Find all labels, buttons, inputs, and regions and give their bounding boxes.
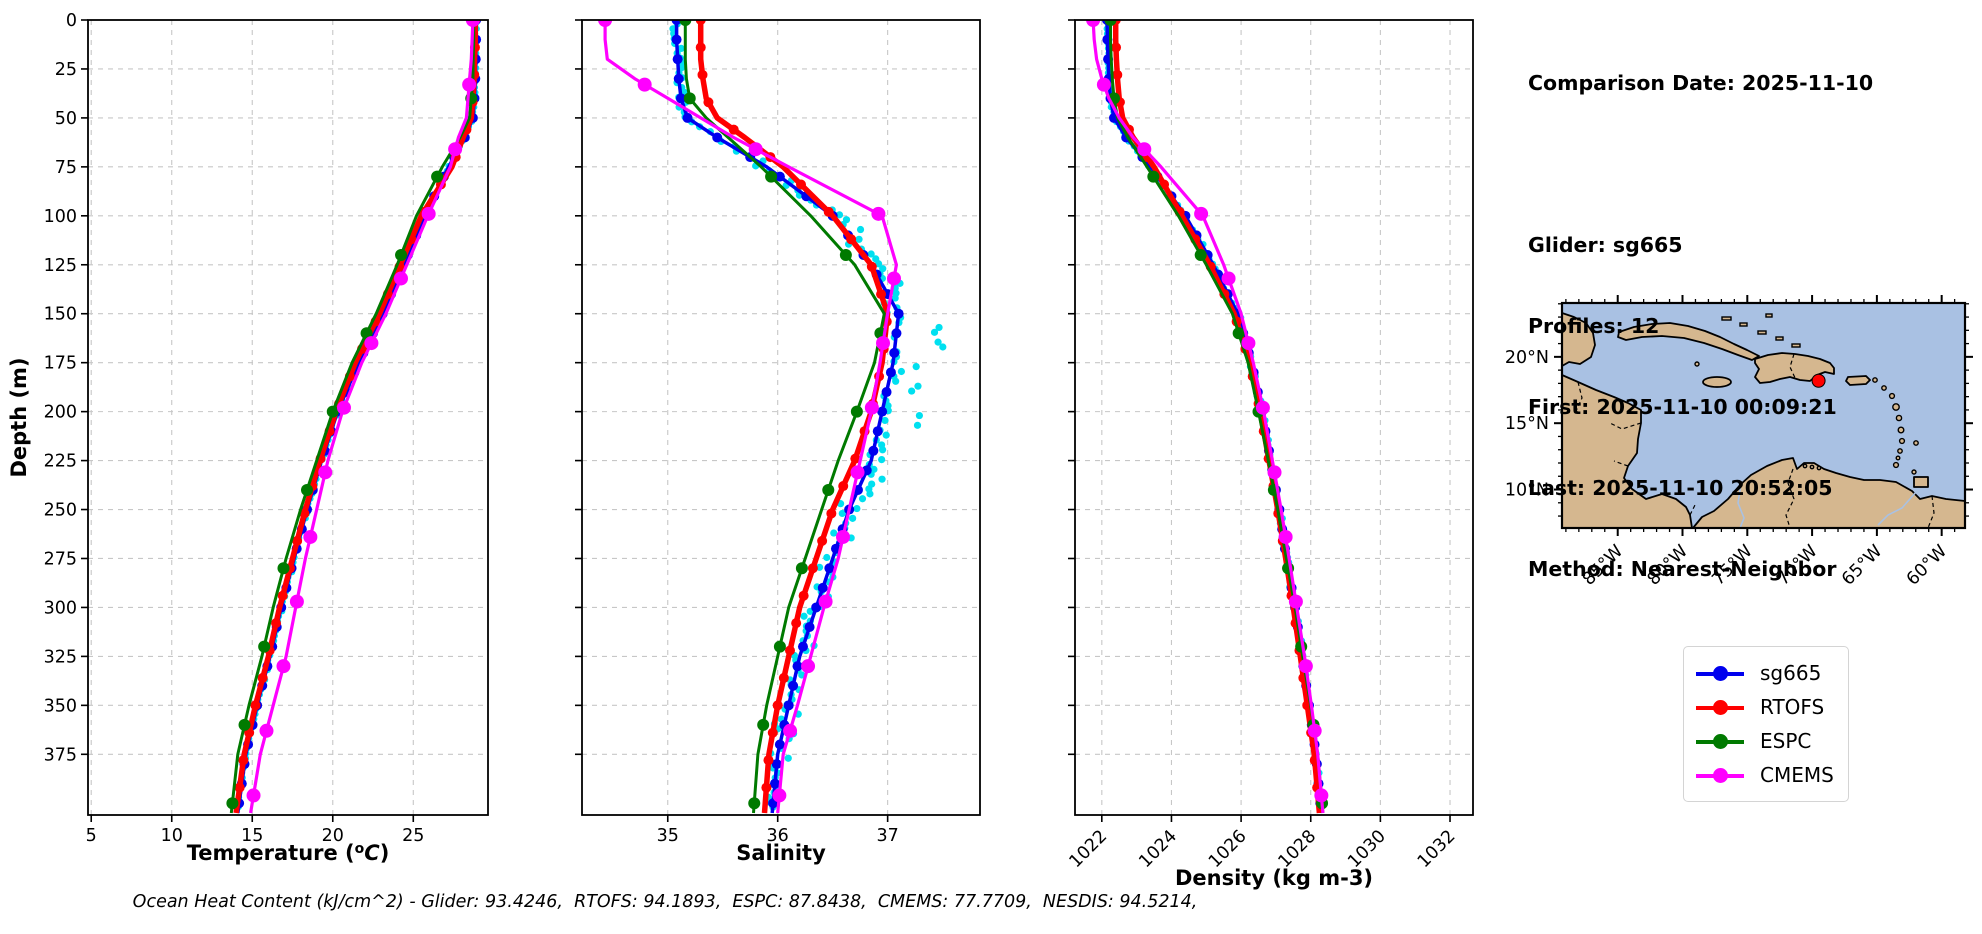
legend-item-espc: ESPC (1696, 724, 1836, 758)
series-sg665-line (236, 20, 478, 814)
comparison-info-block: Comparison Date: 2025-11-10 Glider: sg66… (1528, 16, 1873, 637)
y-tick-label: 325 (44, 647, 77, 667)
map-land-puerto-rico (1845, 375, 1871, 386)
legend-item-rtofs: RTOFS (1696, 690, 1836, 724)
x-tick-label: 20 (322, 826, 344, 846)
legend: sg665 RTOFS ESPC CMEMS (1683, 646, 1849, 802)
x-tick-label: 1032 (1414, 826, 1460, 872)
legend-line-dot-icon (1696, 767, 1744, 783)
first-profile-time-text: First: 2025-11-10 00:09:21 (1528, 395, 1837, 419)
x-tick-label: 37 (877, 826, 899, 846)
data-layer (598, 20, 947, 814)
legend-line-dot-icon (1696, 699, 1744, 715)
series-RTOFS-line (1112, 20, 1323, 814)
y-tick-label: 275 (44, 549, 77, 569)
y-tick-label: 350 (44, 696, 77, 716)
panel-spines (87, 19, 489, 816)
series-sg665-line (1105, 20, 1323, 814)
y-tick-label: 375 (44, 745, 77, 765)
x-axis-label: Temperature (oC) (187, 841, 390, 865)
legend-label: sg665 (1760, 661, 1822, 685)
series-ESPC-line (1109, 20, 1325, 814)
y-tick-label: 0 (66, 11, 77, 31)
legend-line-dot-icon (1696, 733, 1744, 749)
panel-spines (581, 19, 981, 816)
series-CMEMS-markers (246, 20, 480, 803)
legend-line-dot-icon (1696, 665, 1744, 681)
y-tick-label: 50 (55, 109, 77, 129)
series-RTOFS-markers (234, 20, 481, 793)
temperature-panel: 5 10 15 20 250255075100125150175200225250275… (7, 11, 489, 865)
legend-label: ESPC (1760, 729, 1812, 753)
comparison-date-text: Comparison Date: 2025-11-10 (1528, 71, 1874, 95)
series-RTOFS-line (233, 20, 479, 814)
series-ESPC-markers (679, 20, 887, 810)
y-tick-label: 250 (44, 501, 77, 521)
data-layer (1086, 20, 1329, 814)
map-landmasses (1561, 312, 1966, 529)
salinity-panel: 35 36 37 Salinity (575, 19, 981, 865)
data-layer (226, 20, 482, 814)
y-tick-label: 75 (55, 158, 77, 178)
y-tick-label: 100 (44, 207, 77, 227)
map-land-yucatan (1561, 312, 1596, 367)
ocean-heat-content-caption: Ocean Heat Content (kJ/cm^2) - Glider: 9… (132, 892, 1198, 912)
x-tick-label: 10 (161, 826, 183, 846)
legend-label: CMEMS (1760, 763, 1834, 787)
y-tick-label: 200 (44, 403, 77, 423)
legend-label: RTOFS (1760, 695, 1825, 719)
y-tick-label: 150 (44, 305, 77, 325)
last-profile-time-text: Last: 2025-11-10 20:52:05 (1528, 476, 1833, 500)
map-lat-tick-label: 15°N (1505, 414, 1549, 434)
profiles-count-text: Profiles: 12 (1528, 314, 1660, 338)
x-tick-label: 36 (767, 826, 789, 846)
x-tick-label: 5 (86, 826, 97, 846)
y-tick-label: 175 (44, 354, 77, 374)
x-tick-label: 15 (241, 826, 263, 846)
info-spacer (1528, 151, 1873, 178)
map-lat-tick-label: 10°N (1505, 481, 1549, 501)
map-land-trinidad (1913, 476, 1929, 488)
map-lon-tick-label: 60°W (1903, 541, 1951, 589)
y-axis-label: Depth (m) (7, 357, 31, 477)
map-rivers (1737, 483, 1917, 529)
series-CMEMS-markers (598, 20, 901, 803)
series-RTOFS-markers (1110, 20, 1323, 793)
glider-raw-scatter (235, 20, 480, 811)
x-axis-label: Salinity (736, 841, 826, 865)
map-small-islands (1694, 313, 1919, 475)
glider-id-text: Glider: sg665 (1528, 233, 1683, 257)
map-land-jamaica (1702, 376, 1732, 388)
series-CMEMS-markers (1086, 20, 1329, 803)
glider-raw-scatter (669, 20, 947, 811)
map-land-central-america (1561, 374, 1693, 529)
y-tick-label: 225 (44, 452, 77, 472)
panel-spines (1074, 19, 1474, 816)
y-tick-label: 125 (44, 256, 77, 276)
x-axis-label: Density (kg m-3) (1175, 866, 1373, 890)
glider-location-marker (1811, 373, 1826, 388)
map-frame (1560, 301, 1967, 530)
map-country-borders (1575, 353, 1935, 529)
y-tick-label: 25 (55, 60, 77, 80)
series-ESPC-line (683, 20, 886, 814)
legend-item-cmems: CMEMS (1696, 758, 1836, 792)
x-tick-label: 1022 (1066, 826, 1112, 872)
x-tick-label: 35 (657, 826, 679, 846)
legend-item-sg665: sg665 (1696, 656, 1836, 690)
method-text: Method: Nearest-Neighbor (1528, 557, 1837, 581)
series-CMEMS-line (249, 20, 475, 814)
series-ESPC-line (229, 20, 476, 814)
map-lat-tick-label: 20°N (1505, 348, 1549, 368)
x-tick-label: 25 (402, 826, 424, 846)
y-tick-label: 300 (44, 598, 77, 618)
